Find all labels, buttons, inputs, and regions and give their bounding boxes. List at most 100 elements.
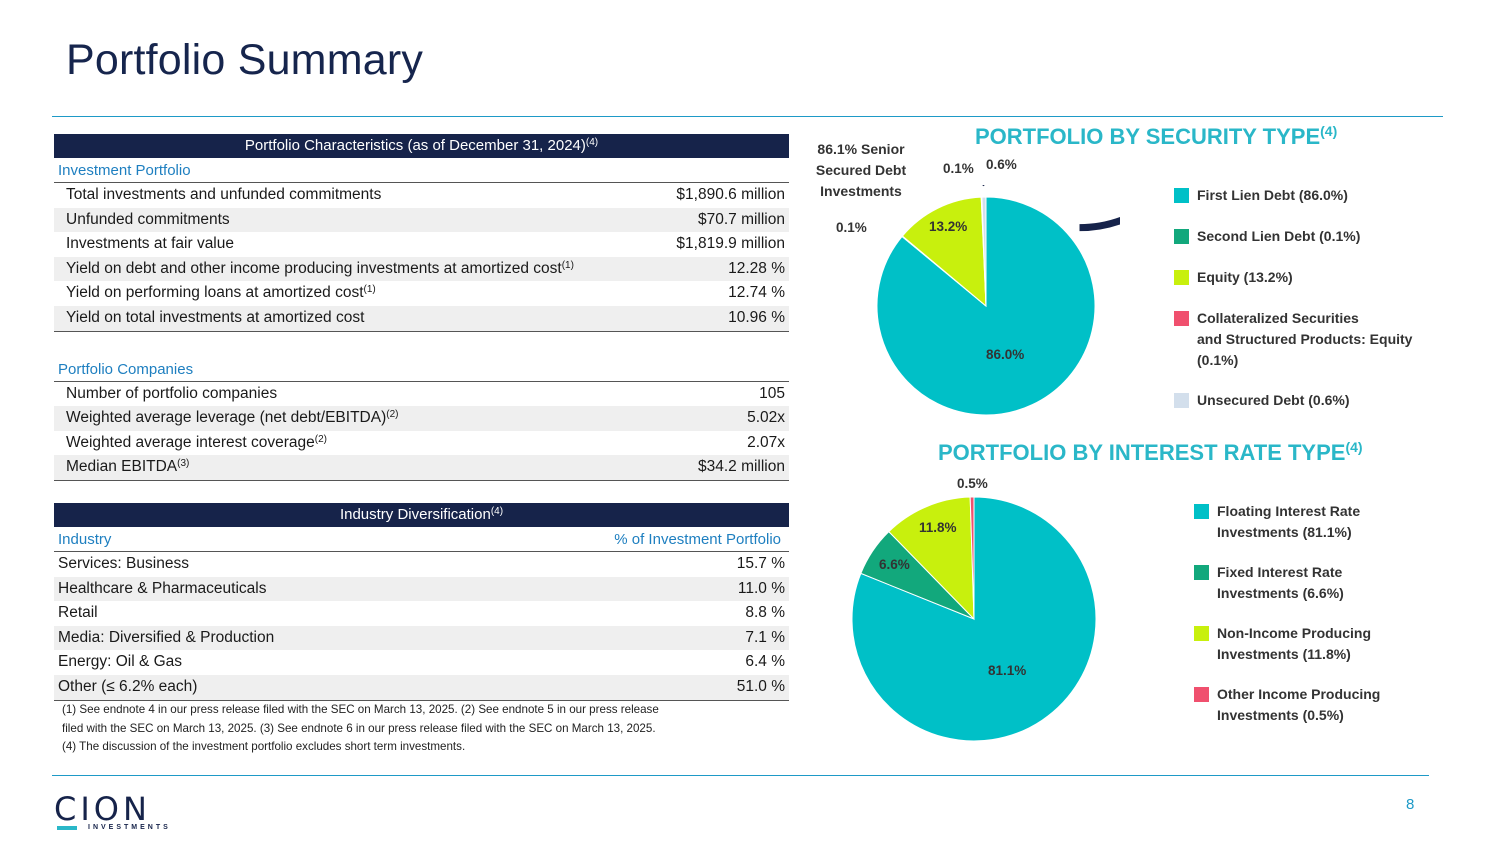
security-type-pie-chart bbox=[876, 185, 1120, 415]
table-row: Energy: Oil & Gas 6.4 % bbox=[54, 650, 789, 675]
portfolio-characteristics-table: Portfolio Characteristics (as of Decembe… bbox=[54, 134, 789, 481]
legend-label: Equity (13.2%) bbox=[1197, 267, 1293, 288]
legend-label: Fixed Interest Rate Investments (6.6%) bbox=[1217, 562, 1344, 604]
row-label: Yield on debt and other income producing… bbox=[66, 259, 574, 277]
row-label: Media: Diversified & Production bbox=[58, 628, 275, 646]
portfolio-companies-heading: Portfolio Companies bbox=[54, 357, 789, 382]
interest-rate-title-sup: (4) bbox=[1345, 439, 1363, 455]
legend-label: First Lien Debt (86.0%) bbox=[1197, 185, 1348, 206]
legend-item: First Lien Debt (86.0%) bbox=[1174, 185, 1348, 206]
row-label-sup: (2) bbox=[386, 409, 399, 421]
characteristics-header-sup: (4) bbox=[585, 137, 599, 148]
pie1-label-unsecured: 0.6% bbox=[986, 157, 1017, 172]
footnote-line: (4) The discussion of the investment por… bbox=[62, 740, 466, 753]
table-row: Weighted average leverage (net debt/EBIT… bbox=[54, 406, 789, 431]
legend-label-line: First Lien Debt (86.0%) bbox=[1197, 187, 1348, 203]
legend-label: Non-Income Producing Investments (11.8%) bbox=[1217, 623, 1371, 665]
legend-label-line: Floating Interest Rate bbox=[1217, 503, 1361, 519]
security-type-title-text: PORTFOLIO BY SECURITY TYPE bbox=[975, 124, 1321, 149]
row-label: Yield on performing loans at amortized c… bbox=[66, 284, 376, 302]
legend-label: Collateralized Securities and Structured … bbox=[1197, 308, 1412, 371]
row-value: $34.2 million bbox=[697, 458, 785, 476]
investment-portfolio-label: Investment Portfolio bbox=[58, 162, 191, 179]
logo-accent-bar bbox=[57, 826, 77, 830]
pie1-label-first-lien: 86.0% bbox=[986, 347, 1025, 362]
top-divider bbox=[52, 116, 1443, 117]
row-label-sup: (3) bbox=[177, 458, 190, 470]
legend-label-line: Other Income Producing bbox=[1217, 686, 1381, 702]
table-row: Media: Diversified & Production 7.1 % bbox=[54, 625, 789, 651]
row-value: 105 bbox=[759, 384, 785, 402]
row-value: 12.28 % bbox=[728, 259, 785, 277]
annotation-line: Secured Debt bbox=[815, 162, 907, 178]
cion-logo: CION INVESTMENTS bbox=[54, 790, 171, 831]
row-label: Investments at fair value bbox=[66, 235, 234, 253]
table-row: Yield on total investments at amortized … bbox=[54, 305, 789, 332]
legend-label-line: Investments (0.5%) bbox=[1217, 707, 1344, 723]
legend-swatch bbox=[1174, 311, 1189, 326]
company-rows: Number of portfolio companies 105 Weighted… bbox=[54, 382, 789, 481]
row-value: $1,890.6 million bbox=[676, 186, 785, 203]
table-row: Retail 8.8 % bbox=[54, 601, 789, 626]
legend-label: Unsecured Debt (0.6%) bbox=[1197, 390, 1349, 411]
industry-header: Industry Diversification(4) bbox=[54, 503, 789, 527]
pie2-label-other-income: 0.5% bbox=[957, 476, 988, 491]
legend-swatch bbox=[1174, 270, 1189, 285]
pie2-label-non-income: 11.8% bbox=[919, 520, 957, 535]
characteristics-header-text: Portfolio Characteristics (as of Decembe… bbox=[244, 137, 586, 154]
pie-slice-2 bbox=[901, 196, 987, 308]
row-value: 10.96 % bbox=[728, 308, 785, 326]
table-row: Median EBITDA(3) $34.2 million bbox=[54, 455, 789, 481]
industry-column-headers: Industry % of Investment Portfolio bbox=[54, 527, 789, 552]
industry-diversification-table: Industry Diversification(4) Industry % o… bbox=[54, 503, 789, 701]
pie2-label-floating: 81.1% bbox=[988, 663, 1027, 678]
industry-header-sup: (4) bbox=[490, 506, 504, 517]
legend-item: Equity (13.2%) bbox=[1174, 267, 1293, 288]
row-label: Unfunded commitments bbox=[66, 210, 230, 228]
annotation-line: 86.1% Senior bbox=[817, 141, 905, 157]
legend-label-line: Investments (6.6%) bbox=[1217, 585, 1344, 601]
row-value: 15.7 % bbox=[736, 555, 785, 572]
senior-secured-annotation: 86.1% Senior Secured Debt Investments bbox=[806, 139, 916, 202]
table-row: Yield on debt and other income producing… bbox=[54, 256, 789, 282]
table-row: Weighted average interest coverage(2) 2.0… bbox=[54, 431, 789, 456]
investment-rows: Total investments and unfunded commitmen… bbox=[54, 183, 789, 332]
table-row: Unfunded commitments $70.7 million bbox=[54, 207, 789, 233]
table-row: Services: Business 15.7 % bbox=[54, 552, 789, 577]
legend-item: Floating Interest Rate Investments (81.1%… bbox=[1194, 501, 1360, 543]
legend-label-line: Investments (11.8%) bbox=[1217, 646, 1351, 662]
legend-swatch bbox=[1194, 626, 1209, 641]
logo-wordmark: CION bbox=[54, 790, 151, 828]
portfolio-companies-label: Portfolio Companies bbox=[58, 360, 194, 378]
table-row: Yield on performing loans at amortized c… bbox=[54, 281, 789, 306]
row-label: Energy: Oil & Gas bbox=[58, 653, 183, 671]
row-value: $70.7 million bbox=[697, 210, 785, 228]
row-value: 11.0 % bbox=[737, 579, 785, 597]
footnote-line: filed with the SEC on March 13, 2025. (3… bbox=[62, 721, 656, 735]
legend-label: Floating Interest Rate Investments (81.1%… bbox=[1217, 501, 1360, 543]
legend-item: Fixed Interest Rate Investments (6.6%) bbox=[1194, 562, 1344, 604]
row-label: Weighted average leverage (net debt/EBIT… bbox=[66, 409, 399, 427]
page-title: Portfolio Summary bbox=[66, 36, 424, 84]
interest-rate-pie-chart bbox=[851, 496, 1097, 742]
industry-rows: Services: Business 15.7 % Healthcare & Pha… bbox=[54, 552, 789, 701]
row-label: Other (≤ 6.2% each) bbox=[58, 677, 198, 695]
row-label: Yield on total investments at amortized … bbox=[66, 308, 365, 326]
row-value: 2.07x bbox=[747, 433, 785, 451]
legend-label-line: and Structured Products: Equity bbox=[1197, 331, 1413, 347]
legend-label-line: Equity (13.2%) bbox=[1197, 269, 1293, 285]
legend-swatch bbox=[1174, 229, 1189, 244]
legend-label-line: Non-Income Producing bbox=[1217, 625, 1371, 641]
table-row: Number of portfolio companies 105 bbox=[54, 382, 789, 407]
legend-swatch bbox=[1194, 687, 1209, 702]
legend-swatch bbox=[1194, 565, 1209, 580]
pie-slice-4 bbox=[981, 196, 987, 307]
legend-label-line: (0.1%) bbox=[1197, 352, 1239, 368]
row-value: 12.74 % bbox=[728, 284, 785, 302]
legend-item: Non-Income Producing Investments (11.8%) bbox=[1194, 623, 1371, 665]
legend-label: Other Income Producing Investments (0.5%) bbox=[1217, 684, 1380, 726]
legend-label: Second Lien Debt (0.1%) bbox=[1197, 226, 1360, 247]
row-value: 51.0 % bbox=[736, 677, 785, 695]
pie-slice-3 bbox=[969, 496, 975, 620]
legend-label-line: Second Lien Debt (0.1%) bbox=[1197, 228, 1361, 244]
